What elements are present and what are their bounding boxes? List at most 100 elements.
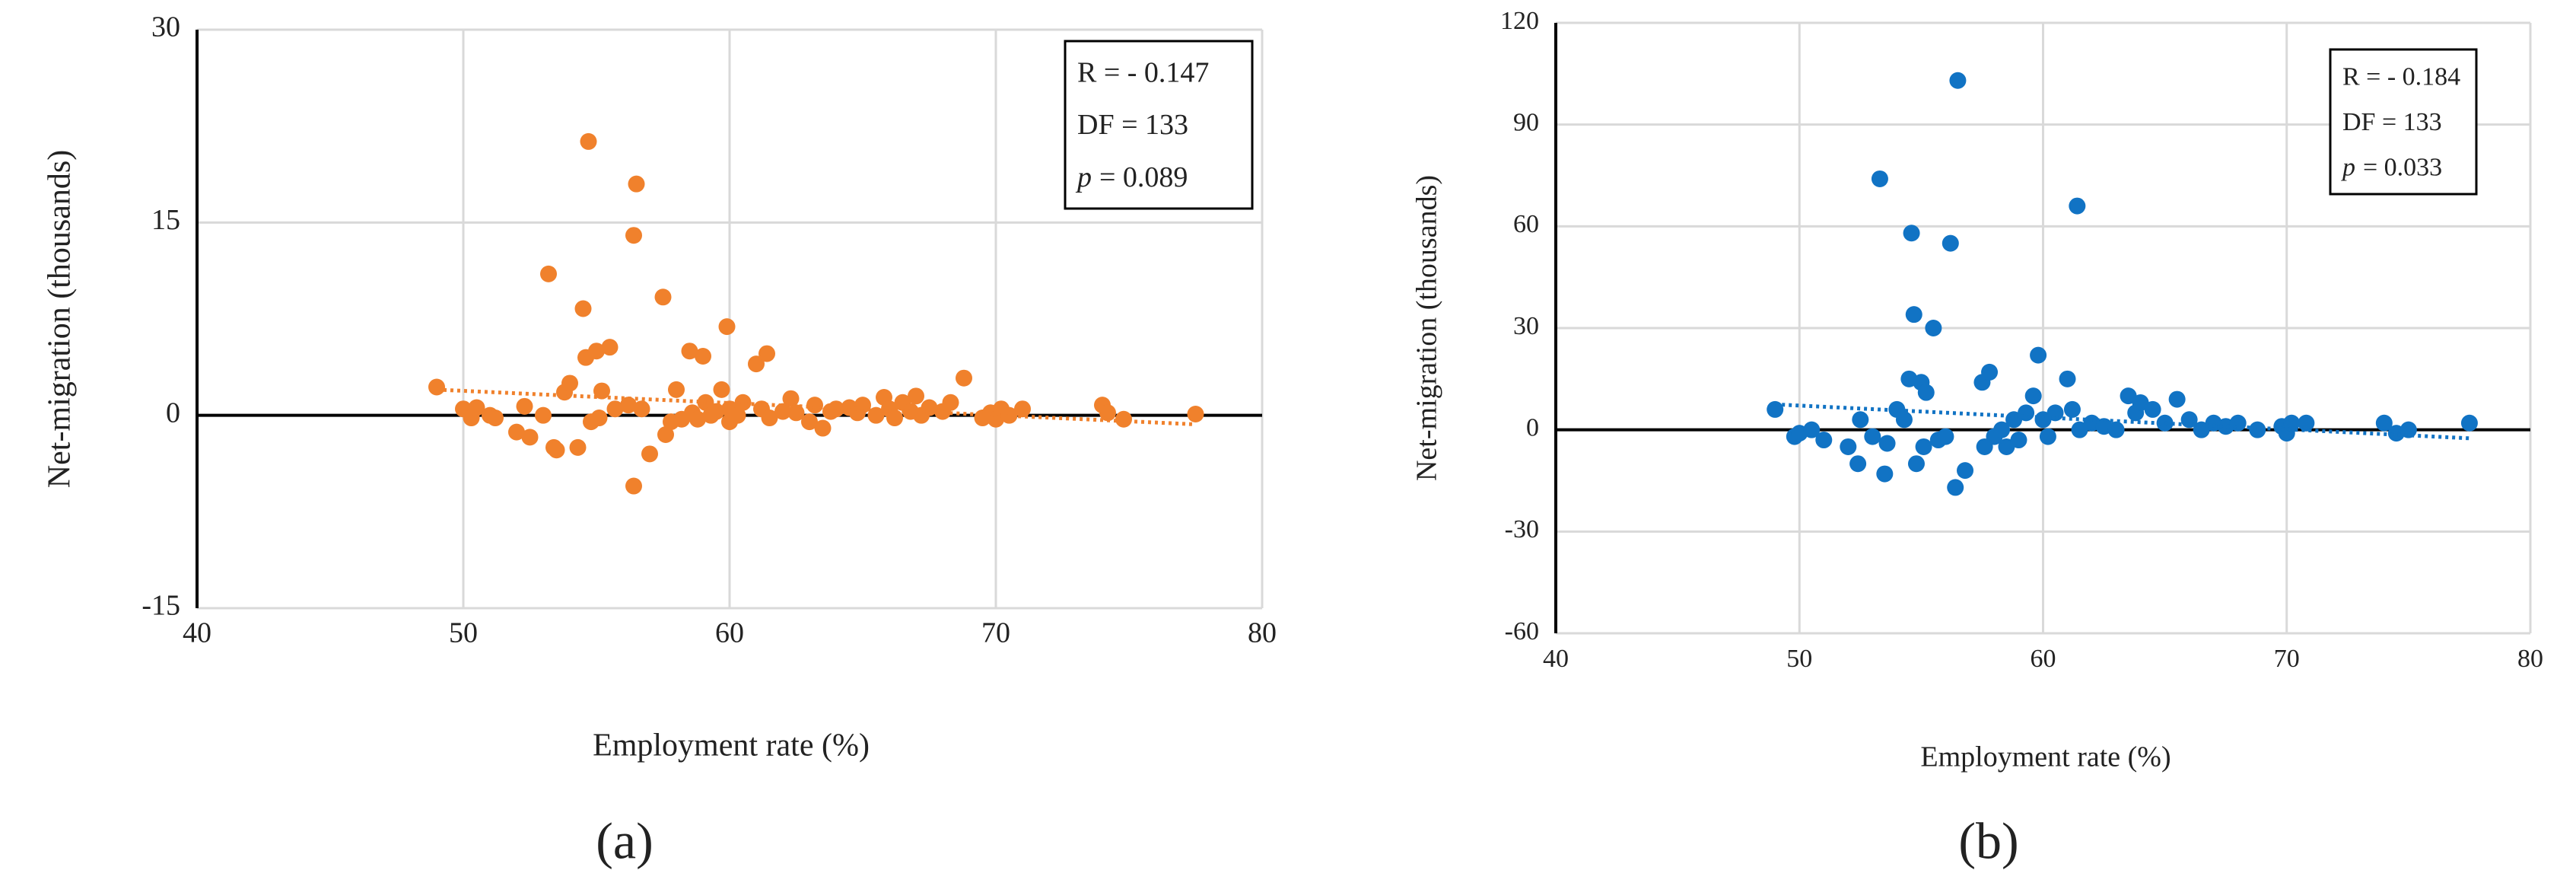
stats-line: p = 0.089 [1075,161,1188,193]
data-point [886,410,903,427]
data-point [2120,387,2137,405]
stats-value: = 0.089 [1099,161,1188,193]
data-point [758,345,775,362]
data-point [2249,421,2266,438]
data-point [2071,421,2088,438]
data-point [548,441,565,459]
data-point [1949,72,1967,89]
data-point [1852,411,1869,429]
data-point [1998,438,2015,455]
data-point [2034,411,2052,429]
y-tick-label: 90 [1513,108,1539,136]
data-point [2156,414,2174,432]
data-point [734,394,752,411]
data-point [521,429,539,446]
data-point [580,132,597,150]
data-point [574,300,592,317]
stats-symbol: p [2341,153,2355,181]
data-point [1917,384,1935,401]
data-point [593,382,610,400]
data-point [1878,435,1896,452]
data-point [695,347,711,365]
data-point [713,381,730,398]
data-point [2132,394,2149,412]
data-point [2107,421,2125,438]
x-tick-label: 50 [449,617,478,649]
data-point [2059,370,2076,387]
data-point [1871,170,1888,187]
data-point [2399,421,2417,438]
data-point [625,477,642,495]
x-tick-label: 50 [1786,645,1812,673]
data-point [535,406,552,424]
y-tick-label: -30 [1505,515,1539,543]
y-tick-label: 0 [1526,413,1539,441]
data-point [2018,404,2035,422]
panel-label: (b) [1958,812,2018,870]
data-point [2460,414,2478,432]
y-tick-label: 30 [151,11,180,43]
y-tick-label: 120 [1500,7,1539,35]
y-axis-title: Net-migration (thousands) [43,150,78,488]
data-point [2298,414,2315,432]
data-point [1903,225,1920,242]
data-point [814,419,832,437]
x-tick-label: 60 [715,617,744,649]
data-point [1014,400,1031,418]
y-tick-label: 30 [1513,312,1539,340]
data-point [2010,432,2027,449]
stats-value: = 0.033 [2363,153,2442,181]
data-point [854,397,871,414]
y-tick-label: 15 [151,204,180,236]
x-tick-label: 40 [183,617,211,649]
data-point [1000,406,1018,424]
data-point [668,381,685,398]
data-point [1957,462,1974,480]
data-point [801,413,818,431]
data-point [729,406,746,424]
stats-box [2329,48,2478,196]
data-point [1942,234,1959,252]
data-point [601,339,619,356]
data-point [1815,432,1833,449]
data-point [657,426,674,443]
data-point [956,369,972,387]
data-point [606,400,624,418]
data-point [1947,479,1964,496]
data-point [428,378,445,396]
data-point [633,400,650,418]
data-point [2144,400,2161,418]
data-point [2024,387,2042,405]
data-point [1895,411,1913,429]
y-tick-label: 0 [166,397,180,429]
y-tick-label: 60 [1513,210,1539,238]
panel-label: (a) [596,812,653,870]
data-point [468,399,485,416]
stats-symbol: p [1075,161,1092,193]
data-point [689,410,706,428]
data-point [654,288,672,306]
data-point [1099,404,1116,422]
data-point [487,410,504,427]
data-point [2229,414,2247,432]
data-point [787,404,805,422]
stats-box [1064,40,1254,210]
data-point [2063,400,2081,418]
data-point [1915,438,1932,455]
data-point [867,406,885,424]
data-point [625,227,642,244]
data-point [908,387,924,405]
data-point [782,390,800,407]
x-tick-label: 70 [981,617,1010,649]
y-axis-title: Net-migration (thousands) [1411,175,1443,481]
stats-line: R = - 0.184 [2342,62,2460,91]
x-tick-label: 70 [2274,645,2300,673]
data-point [942,394,959,411]
data-point [1907,455,1925,473]
data-point [1981,363,1999,381]
data-point [588,343,605,360]
stats-line: R = - 0.147 [1077,56,1209,88]
data-point [2193,421,2210,438]
data-point [1905,306,1922,323]
data-point [718,318,736,336]
